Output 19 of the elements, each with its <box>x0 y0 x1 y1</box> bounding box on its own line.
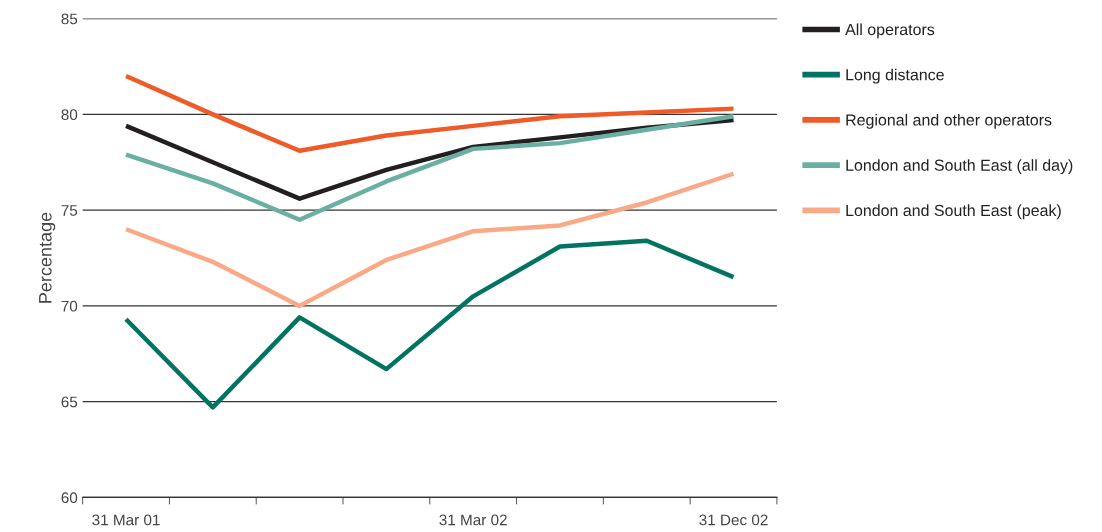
y-tick-label: 80 <box>61 109 78 121</box>
y-tick-label: 65 <box>61 396 78 408</box>
line-series <box>123 238 736 410</box>
y-tick-label: 70 <box>61 300 78 312</box>
y-tick-label: 85 <box>61 13 78 25</box>
legend-label: London and South East (all day) <box>846 159 1073 175</box>
line-series <box>123 114 736 222</box>
y-tick-label: 60 <box>61 492 78 504</box>
legend-label: Long distance <box>846 68 944 84</box>
x-tick-label: 31 Mar 01 <box>92 514 160 526</box>
line-series <box>123 171 736 309</box>
legend-label: All operators <box>845 23 935 39</box>
y-tick-label: 75 <box>61 205 78 216</box>
y-axis-title: Percentage <box>39 212 56 303</box>
x-tick-label: 31 Mar 02 <box>439 514 507 526</box>
x-tick-label: 31 Dec 02 <box>699 514 768 526</box>
legend-label: London and South East (peak) <box>846 204 1061 220</box>
legend-label: Regional and other operators <box>846 113 1052 129</box>
line-series <box>123 73 736 153</box>
